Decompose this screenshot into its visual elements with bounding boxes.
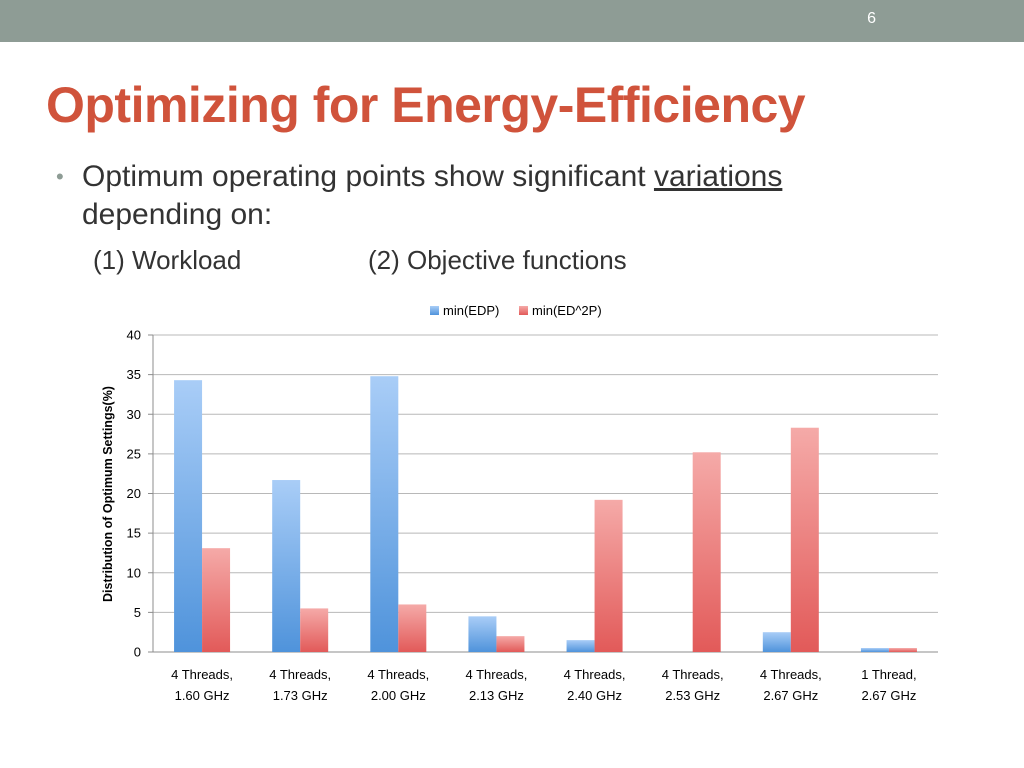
- x-tick-label: 1 Thread,: [861, 667, 916, 682]
- bullet-text: Optimum operating points show significan…: [82, 158, 962, 234]
- bar-min-edp: [272, 480, 301, 652]
- chart-bars: [174, 376, 917, 652]
- bar-min-ed2p: [398, 604, 427, 652]
- bar-min-edp: [174, 380, 203, 652]
- y-tick-label: 30: [127, 407, 141, 422]
- bar-min-ed2p: [202, 548, 231, 652]
- bullet-dot-icon: •: [56, 164, 64, 189]
- bar-min-ed2p: [790, 427, 819, 652]
- y-tick-label: 25: [127, 446, 141, 461]
- x-tick-label: 4 Threads,: [662, 667, 724, 682]
- legend-swatch: [519, 306, 528, 315]
- bar-min-ed2p: [594, 499, 623, 652]
- x-axis-ticks: 4 Threads, 1.60 GHz 4 Threads, 1.73 GHz 4 Th…: [171, 667, 917, 703]
- bar-min-ed2p: [692, 452, 721, 652]
- x-tick-label: 2.67 GHz: [861, 688, 916, 703]
- x-tick-label: 4 Threads,: [171, 667, 233, 682]
- x-tick-label: 2.67 GHz: [763, 688, 818, 703]
- x-tick-label: 2.53 GHz: [665, 688, 720, 703]
- y-tick-label: 0: [134, 645, 141, 660]
- y-axis-label: Distribution of Optimum Settings(%): [101, 386, 115, 602]
- bullet-text-after: depending on:: [82, 198, 273, 231]
- bar-min-ed2p: [300, 608, 329, 652]
- x-tick-label: 4 Threads,: [760, 667, 822, 682]
- x-tick-label: 4 Threads,: [269, 667, 331, 682]
- top-bar: [0, 0, 1024, 42]
- y-tick-label: 40: [127, 328, 141, 343]
- bar-min-ed2p: [888, 648, 917, 652]
- sub-item-workload: (1) Workload: [93, 245, 242, 275]
- x-tick-label: 2.13 GHz: [469, 688, 524, 703]
- slide-title: Optimizing for Energy-Efficiency: [46, 77, 806, 133]
- bar-min-edp: [566, 640, 595, 652]
- x-tick-label: 1.60 GHz: [175, 688, 230, 703]
- y-tick-label: 10: [127, 565, 141, 580]
- bullet-text-before: Optimum operating points show significan…: [82, 160, 654, 193]
- bullet-item: • Optimum operating points show signific…: [56, 158, 962, 234]
- x-tick-label: 2.40 GHz: [567, 688, 622, 703]
- legend-label: min(EDP): [443, 303, 499, 318]
- bar-min-edp: [860, 648, 889, 652]
- y-tick-label: 15: [127, 526, 141, 541]
- legend-swatch: [430, 306, 439, 315]
- chart-gridlines: [148, 334, 938, 653]
- bar-chart: min(EDP) min(ED^2P) 0 5 10 15 20 25 30 35 40 4 Th…: [101, 303, 938, 703]
- x-tick-label: 1.73 GHz: [273, 688, 328, 703]
- chart-legend: min(EDP) min(ED^2P): [430, 303, 602, 318]
- y-tick-label: 20: [127, 486, 141, 501]
- x-tick-label: 2.00 GHz: [371, 688, 426, 703]
- bar-min-edp: [762, 632, 791, 652]
- y-tick-label: 5: [134, 605, 141, 620]
- x-tick-label: 4 Threads,: [367, 667, 429, 682]
- bullet-underlined-word: variations: [653, 160, 783, 193]
- bar-min-edp: [370, 376, 399, 652]
- bar-min-edp: [468, 616, 497, 652]
- y-axis-ticks: 0 5 10 15 20 25 30 35 40: [127, 328, 141, 660]
- legend-label: min(ED^2P): [532, 303, 602, 318]
- sub-item-objective: (2) Objective functions: [368, 245, 627, 275]
- bar-min-ed2p: [496, 636, 525, 652]
- page-number: 6: [867, 10, 876, 27]
- x-tick-label: 4 Threads,: [564, 667, 626, 682]
- y-tick-label: 35: [127, 367, 141, 382]
- x-tick-label: 4 Threads,: [465, 667, 527, 682]
